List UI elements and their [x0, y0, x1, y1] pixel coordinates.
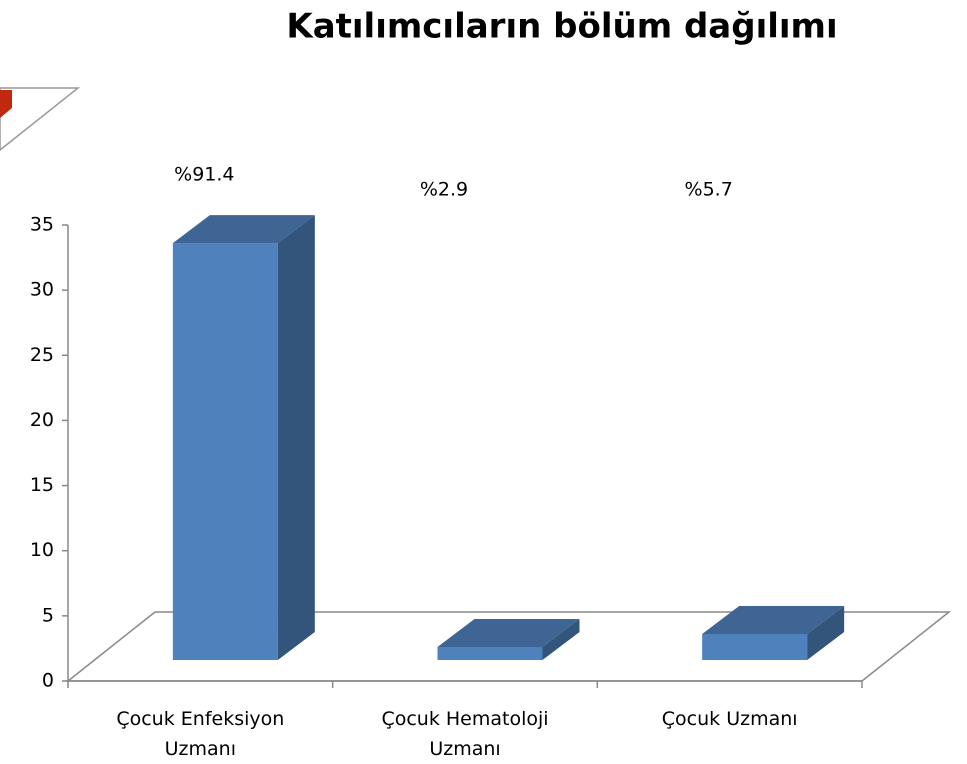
bar-top: [702, 605, 845, 634]
data-label: %2.9: [420, 179, 468, 201]
chart-title: Katılımcıların bölüm dağılımı: [286, 7, 837, 47]
bar: [172, 215, 315, 661]
legend-frame: [0, 87, 81, 151]
y-tick-label: 20: [30, 409, 54, 431]
y-tick-label: 15: [30, 474, 54, 496]
y-tick-label: 0: [42, 670, 54, 692]
bar-top: [172, 215, 315, 244]
y-tick-label: 10: [30, 539, 54, 561]
bar: [437, 618, 580, 660]
bar-top: [437, 618, 580, 647]
data-label: %91.4: [174, 164, 234, 186]
bar-front: [172, 243, 278, 661]
legend-swatch: [0, 90, 12, 118]
legend-fragment: [0, 87, 81, 151]
x-tick-label: Çocuk Uzmanı: [662, 708, 798, 730]
bar-side: [807, 605, 845, 660]
y-tick-label: 25: [30, 344, 54, 366]
bar-side: [277, 215, 315, 661]
data-label: %5.7: [685, 179, 733, 201]
y-tick-label: 35: [30, 214, 54, 236]
bar-front: [702, 633, 808, 660]
bar-front: [437, 646, 543, 660]
bar: [702, 605, 845, 660]
y-tick-label: 30: [30, 279, 54, 301]
y-tick-label: 5: [42, 604, 54, 626]
x-tick-label: Çocuk Hematoloji Uzmanı: [381, 708, 548, 760]
x-tick-label: Çocuk Enfeksiyon Uzmanı: [116, 708, 284, 760]
bar-side: [542, 618, 580, 660]
